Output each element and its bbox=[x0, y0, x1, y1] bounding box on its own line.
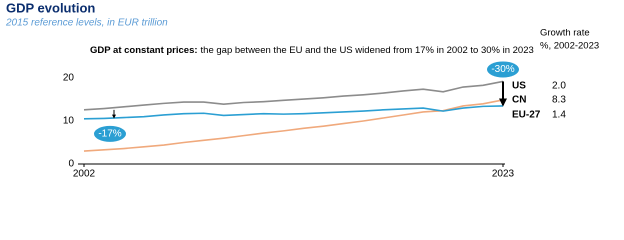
title: GDP evolution bbox=[6, 0, 95, 15]
growth-header: Growth rate bbox=[540, 28, 590, 39]
x-tick-label: 2002 bbox=[73, 169, 96, 179]
chart-title-text: the gap between the EU and the US widene… bbox=[201, 45, 534, 56]
x-tick-label: 2023 bbox=[492, 169, 515, 179]
gap-bubble bbox=[487, 61, 519, 78]
series-line bbox=[83, 99, 504, 152]
series-name: US bbox=[512, 81, 526, 92]
growth-subheader: %, 2002-2023 bbox=[540, 41, 599, 52]
series-line bbox=[83, 105, 504, 120]
chart: GDP evolution 2015 reference levels, in … bbox=[5, 0, 599, 179]
chart-title: GDP at constant prices: the gap between t… bbox=[90, 45, 534, 56]
series-name: CN bbox=[512, 95, 526, 106]
growth-rate: 1.4 bbox=[552, 110, 566, 121]
chart-title-lead: GDP at constant prices: bbox=[90, 45, 198, 56]
y-tick-label: 10 bbox=[63, 116, 75, 127]
subtitle: 2015 reference levels, in EUR trillion bbox=[5, 18, 168, 29]
series-name: EU-27 bbox=[512, 110, 541, 121]
series-line bbox=[83, 80, 504, 111]
gap-bubble bbox=[94, 125, 126, 142]
page: {"chart_data": { "type": "line", "title"… bbox=[5, 0, 600, 179]
gap-label: -30% bbox=[491, 64, 514, 75]
y-tick-label: 0 bbox=[68, 159, 74, 170]
gap-label: -17% bbox=[98, 128, 121, 139]
growth-rate: 2.0 bbox=[552, 81, 566, 92]
y-tick-label: 20 bbox=[63, 73, 75, 84]
growth-rate: 8.3 bbox=[552, 95, 566, 106]
